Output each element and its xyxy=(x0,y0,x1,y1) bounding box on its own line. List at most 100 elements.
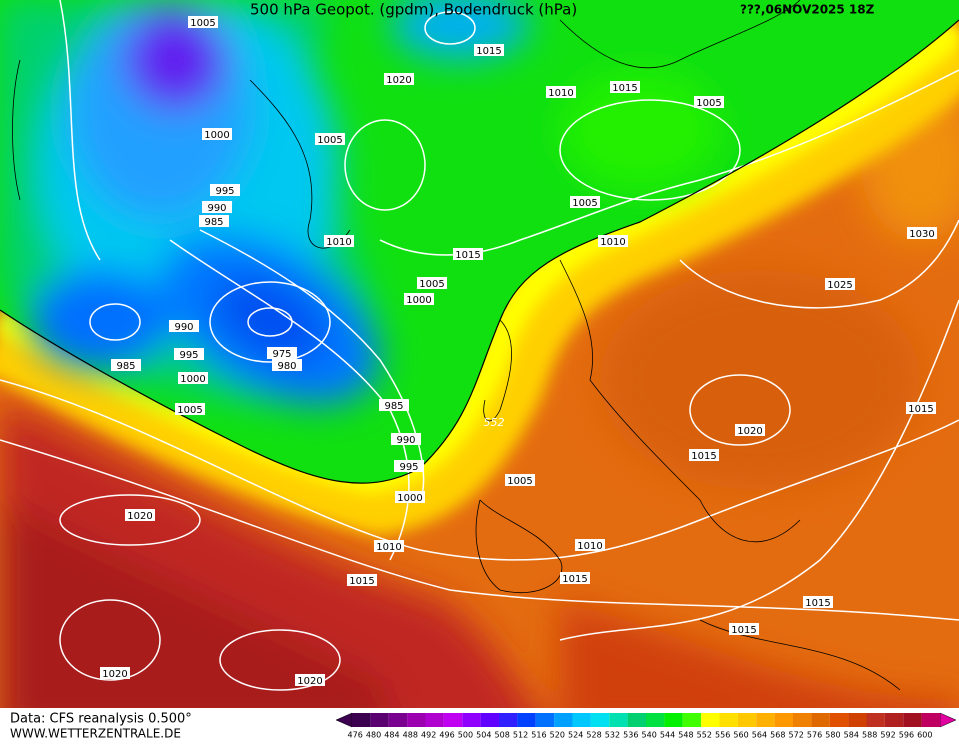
isobar-value: 1000 xyxy=(397,493,422,504)
colorbar-label: 560 xyxy=(733,731,748,740)
isobar-label: 985 xyxy=(199,215,229,228)
isobar-label: 990 xyxy=(202,201,232,214)
colorbar-swatch xyxy=(848,713,867,727)
isobar xyxy=(219,629,341,691)
isobar-label: 1015 xyxy=(453,248,483,261)
label-box xyxy=(474,44,504,56)
label-box xyxy=(210,184,240,196)
colorbar-swatch xyxy=(903,713,922,727)
colorbar-label: 540 xyxy=(642,731,657,740)
isobar-value: 1005 xyxy=(696,98,721,109)
isobar-label: 1020 xyxy=(295,674,325,687)
isobar-value: 1015 xyxy=(349,576,374,587)
label-box xyxy=(505,474,535,486)
isobar-label: 990 xyxy=(391,433,421,446)
isobar-value: 1020 xyxy=(737,426,762,437)
isobar-label: 980 xyxy=(272,359,302,372)
coastline xyxy=(559,259,801,543)
isobar xyxy=(209,281,331,363)
colorbar-swatch xyxy=(443,713,463,727)
isobar-label: 975 xyxy=(267,347,297,360)
isobar-label: 995 xyxy=(174,348,204,361)
isobar-value: 990 xyxy=(396,435,415,446)
colorbar-swatch xyxy=(480,713,499,727)
isobar-label: 1010 xyxy=(546,86,576,99)
colorbar-swatch xyxy=(811,713,830,727)
isobar-label: 1015 xyxy=(689,449,719,462)
colorbar-swatch xyxy=(627,713,646,727)
coastline xyxy=(559,0,801,69)
isobar-value: 1030 xyxy=(909,229,934,240)
isobar-value: 1015 xyxy=(455,250,480,261)
colorbar-label: 492 xyxy=(421,731,436,740)
isobar xyxy=(344,119,426,211)
colorbar-label: 516 xyxy=(531,731,546,740)
isobar xyxy=(0,379,959,561)
isobar-value: 995 xyxy=(399,462,418,473)
colorbar-label: 580 xyxy=(825,731,840,740)
colorbar-label: 564 xyxy=(752,731,767,740)
coastline xyxy=(699,619,901,691)
isobar-label: 995 xyxy=(210,184,240,197)
colorbar-swatch xyxy=(517,713,536,727)
isobar-value: 1020 xyxy=(127,511,152,522)
isobar-label: 990 xyxy=(169,320,199,333)
isobar xyxy=(59,494,201,546)
isobar-value: 1005 xyxy=(507,476,532,487)
isobar-label: 1005 xyxy=(417,277,447,290)
colorbar-label: 488 xyxy=(403,731,418,740)
label-box xyxy=(906,402,936,414)
colorbar-arrow-right xyxy=(939,712,957,728)
colorbar-swatch xyxy=(829,713,849,727)
isobar-label: 1000 xyxy=(202,128,232,141)
label-box xyxy=(453,248,483,260)
isobar-value: 1005 xyxy=(190,18,215,29)
isobar-value: 990 xyxy=(174,322,193,333)
label-box xyxy=(202,128,232,140)
colorbar-swatch xyxy=(774,713,793,727)
label-box xyxy=(178,372,208,384)
label-box xyxy=(546,86,576,98)
isobar-label: 1005 xyxy=(694,96,724,109)
isobar-label: 1015 xyxy=(347,574,377,587)
isobar xyxy=(424,11,476,45)
label-box xyxy=(598,235,628,247)
label-box xyxy=(404,293,434,305)
colorbar-swatch xyxy=(388,713,408,727)
isobar-value: 1005 xyxy=(317,135,342,146)
colorbar-label: 536 xyxy=(623,731,638,740)
coastline xyxy=(12,59,21,201)
label-box xyxy=(395,491,425,503)
colorbar-swatch xyxy=(884,713,904,727)
label-box xyxy=(570,196,600,208)
colorbar-label: 500 xyxy=(458,731,473,740)
label-box xyxy=(174,348,204,360)
label-box xyxy=(125,509,155,521)
isobar xyxy=(559,99,741,201)
site-name: WWW.WETTERZENTRALE.DE xyxy=(10,727,181,741)
isobar-value: 985 xyxy=(204,217,223,228)
isobar-label: 1015 xyxy=(560,572,590,585)
colorbar-swatch xyxy=(554,713,573,727)
isobar-label: 1025 xyxy=(825,278,855,291)
colorbar-swatch xyxy=(664,713,683,727)
isobar-value: 1000 xyxy=(204,130,229,141)
colorbar-swatch xyxy=(719,713,738,727)
colorbar-swatch xyxy=(682,713,702,727)
isobar-label: 1020 xyxy=(735,424,765,437)
isobar xyxy=(0,439,959,621)
coastline xyxy=(475,499,563,594)
isobar-value: 1010 xyxy=(326,237,351,248)
colorbar-swatch xyxy=(701,713,720,727)
isobar-value: 1015 xyxy=(908,404,933,415)
coastline xyxy=(483,319,512,422)
isobar-label: 1005 xyxy=(315,133,345,146)
colorbar-label: 548 xyxy=(678,731,693,740)
isobar-value: 1000 xyxy=(180,374,205,385)
colorbar-swatch xyxy=(352,713,371,727)
colorbar-label: 584 xyxy=(844,731,859,740)
isobar xyxy=(559,299,959,641)
isobar-value: 985 xyxy=(116,361,135,372)
label-box xyxy=(175,403,205,415)
